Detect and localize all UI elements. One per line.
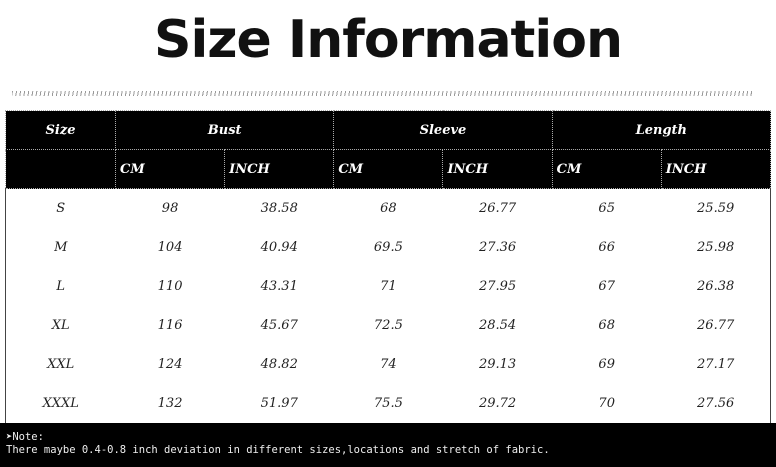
table-row: XL 116 45.67 72.5 28.54 68 26.77 [6,306,771,345]
size-cell: S [56,201,66,216]
value-cell: 27.17 [697,357,735,372]
value-cell: 72.5 [373,318,403,333]
table-row: M 104 40.94 69.5 27.36 66 25.98 [6,228,771,267]
header-sleeve: Sleeve [333,110,553,150]
size-cell: M [54,240,68,255]
table-row: XXL 124 48.82 74 29.13 69 27.17 [6,345,771,384]
arrow-bullet-icon: ➤ [6,431,13,443]
value-cell: 29.13 [478,357,517,372]
value-cell: 26.77 [478,201,517,216]
divider [12,91,752,96]
value-cell: 65 [598,201,615,216]
value-cell: 27.56 [697,396,735,411]
table-row: XXXL 132 51.97 75.5 29.72 70 27.56 [6,384,771,423]
unit-header: CM [333,149,444,189]
value-cell: 26.77 [697,318,735,333]
unit-header: CM [114,149,226,189]
size-cell: L [56,279,66,294]
value-cell: 67 [598,279,615,294]
value-cell: 43.31 [260,279,298,294]
value-cell: 27.36 [478,240,517,255]
size-cell: XXXL [42,396,79,411]
note-text: There maybe 0.4-0.8 inch deviation in di… [6,444,550,456]
value-cell: 51.97 [260,396,298,411]
value-cell: 38.58 [260,201,298,216]
unit-header: INCH [660,149,772,189]
unit-header: INCH [224,149,335,189]
header-length: Length [551,110,772,150]
value-cell: 124 [157,357,183,372]
header-bust: Bust [114,110,335,150]
unit-header: CM [551,149,662,189]
value-cell: 45.67 [260,318,298,333]
header-size: Size [5,110,116,150]
value-cell: 69.5 [373,240,403,255]
value-cell: 27.95 [478,279,517,294]
value-cell: 26.38 [697,279,735,294]
value-cell: 29.72 [478,396,517,411]
page-title: Size Information [154,10,623,70]
value-cell: 75.5 [373,396,403,411]
value-cell: 98 [161,201,179,216]
value-cell: 116 [157,318,183,333]
value-cell: 104 [157,240,183,255]
value-cell: 40.94 [260,240,298,255]
unit-header: INCH [442,149,553,189]
size-cell: XXL [47,357,75,372]
value-cell: 132 [157,396,183,411]
size-table: Size Bust Sleeve Length CM INCH CM INCH … [5,110,772,423]
value-cell: 70 [598,396,615,411]
value-cell: 66 [598,240,615,255]
note-label: Note: [12,431,44,443]
value-cell: 68 [598,318,615,333]
header-empty [5,149,116,189]
table-row: L 110 43.31 71 27.95 67 26.38 [6,267,771,306]
value-cell: 69 [598,357,615,372]
value-cell: 28.54 [478,318,517,333]
value-cell: 25.98 [697,240,735,255]
table-row: S 98 38.58 68 26.77 65 25.59 [6,189,771,229]
value-cell: 68 [380,201,397,216]
note-box: ➤Note: There maybe 0.4-0.8 inch deviatio… [0,423,776,467]
value-cell: 25.59 [697,201,735,216]
value-cell: 71 [380,279,397,294]
size-cell: XL [51,318,70,333]
value-cell: 48.82 [260,357,298,372]
value-cell: 74 [380,357,397,372]
value-cell: 110 [157,279,183,294]
